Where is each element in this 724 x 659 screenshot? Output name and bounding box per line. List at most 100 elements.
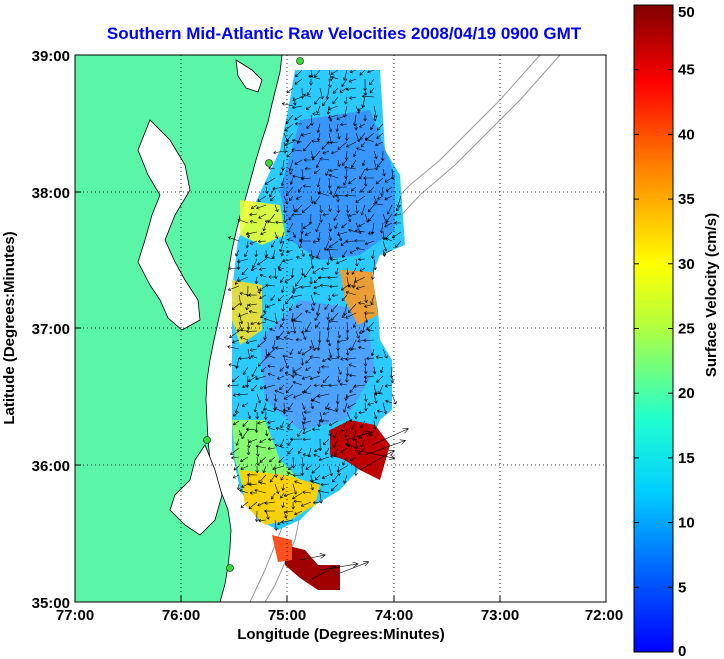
current-vector-arrow <box>385 399 393 404</box>
current-vector-arrow <box>327 407 339 413</box>
pamlico-sound <box>169 444 223 536</box>
x-axis-label: Longitude (Degrees:Minutes) <box>237 626 445 643</box>
current-vector-arrow <box>292 96 297 106</box>
current-vector-arrow <box>318 275 330 280</box>
current-vector-arrow <box>282 402 287 415</box>
velocity-field-core <box>280 110 395 260</box>
current-vector-arrow <box>345 141 357 148</box>
current-vector-arrow <box>361 159 366 166</box>
current-vector-arrow <box>263 303 267 314</box>
colorbar-tick-label: 35 <box>678 191 695 208</box>
current-vector-arrow <box>284 372 294 377</box>
current-vector-arrow <box>332 87 339 94</box>
current-vector-arrow <box>292 231 297 238</box>
current-vector-arrow <box>314 69 321 78</box>
current-vector-arrow <box>236 483 241 491</box>
current-vector-arrow <box>317 393 330 398</box>
current-vector-arrow <box>283 213 287 224</box>
current-vector-arrow <box>300 465 305 476</box>
x-tick-label: 76:00 <box>162 607 200 624</box>
current-vector-arrow <box>294 122 303 126</box>
current-vector-arrow <box>376 159 384 168</box>
current-vector-arrow <box>345 204 350 214</box>
current-vector-arrow <box>341 420 348 432</box>
current-vector-arrow <box>341 78 348 87</box>
current-vector-arrow <box>302 437 312 442</box>
current-vector-arrow <box>353 114 357 127</box>
current-vector-arrow <box>312 112 321 116</box>
current-vector-arrow <box>300 285 312 289</box>
current-vector-arrow <box>294 480 303 485</box>
current-vector-arrow <box>390 375 395 384</box>
current-vector-arrow <box>339 382 348 387</box>
current-vector-arrow <box>242 366 249 376</box>
current-vector-arrow <box>330 69 339 75</box>
current-vector-arrow <box>288 195 294 201</box>
current-vector-arrow <box>255 375 267 381</box>
current-vector-arrow <box>262 222 267 232</box>
current-vector-arrow <box>349 456 357 461</box>
current-vector-arrow <box>254 488 267 494</box>
current-vector-arrow <box>355 204 359 214</box>
current-vector-arrow <box>301 390 312 395</box>
current-vector-arrow <box>324 240 330 251</box>
current-vector-arrow <box>233 465 240 471</box>
current-vector-arrow <box>259 456 267 463</box>
current-vector-arrow <box>369 78 375 86</box>
current-vector-arrow <box>337 159 341 168</box>
current-vector-arrow <box>352 429 357 442</box>
current-vector-arrow <box>317 231 321 241</box>
current-vector-arrow <box>300 501 312 507</box>
current-vector-arrow <box>358 301 366 305</box>
current-vector-arrow <box>267 446 276 451</box>
current-vector-arrow <box>321 364 330 369</box>
current-vector-arrow <box>342 249 348 258</box>
current-vector-arrow <box>317 489 330 494</box>
current-vector-arrow <box>364 312 369 323</box>
current-vector-arrow <box>267 426 276 431</box>
current-vector-arrow <box>363 393 368 402</box>
current-vector-arrow <box>292 174 303 179</box>
y-axis-label: Latitude (Degrees:Minutes) <box>1 231 18 424</box>
current-vector-arrow <box>341 312 348 319</box>
current-vector-arrow <box>291 213 303 217</box>
x-tick-label: 77:00 <box>56 607 94 624</box>
current-vector-arrow <box>287 402 294 411</box>
current-vector-arrow <box>264 177 276 185</box>
current-vector-arrow <box>341 222 348 229</box>
current-vector-arrow <box>359 69 366 76</box>
current-vector-arrow <box>248 438 258 444</box>
current-vector-arrow <box>328 348 333 358</box>
current-vector-arrow <box>287 420 294 427</box>
current-vector-arrow <box>270 294 276 301</box>
current-vector-arrow <box>382 168 386 177</box>
current-vector-arrow <box>270 195 276 201</box>
y-tick-label: 39:00 <box>32 48 70 65</box>
current-vector-arrow <box>348 78 357 83</box>
current-vector-arrow <box>314 96 321 105</box>
current-vector-arrow <box>384 222 393 228</box>
current-vector-arrow <box>301 402 306 410</box>
current-vector-arrow <box>326 141 339 145</box>
current-vector-arrow <box>289 303 294 311</box>
current-vector-arrow <box>322 96 330 107</box>
current-vector-arrow <box>285 186 294 197</box>
current-vector-arrow <box>344 96 348 105</box>
current-vector-arrow <box>236 258 249 264</box>
current-vector-arrow <box>282 204 287 214</box>
current-vector-arrow <box>309 355 321 359</box>
current-vector-arrow <box>373 411 378 420</box>
current-vector-arrow <box>255 465 259 474</box>
current-vector-arrow <box>345 348 350 356</box>
current-vector-arrow <box>373 105 378 118</box>
current-vector-arrow <box>345 375 349 383</box>
current-vectors <box>227 69 409 581</box>
current-vector-arrow <box>354 123 358 131</box>
current-vector-arrow <box>301 420 306 431</box>
current-vector-arrow <box>336 114 348 121</box>
current-vector-arrow <box>281 303 286 312</box>
current-vector-arrow <box>340 357 348 361</box>
y-axis: 39:00 38:00 37:00 36:00 35:00 Latitude (… <box>1 48 81 612</box>
current-vector-arrow <box>294 114 303 121</box>
current-vector-arrow <box>326 312 330 320</box>
